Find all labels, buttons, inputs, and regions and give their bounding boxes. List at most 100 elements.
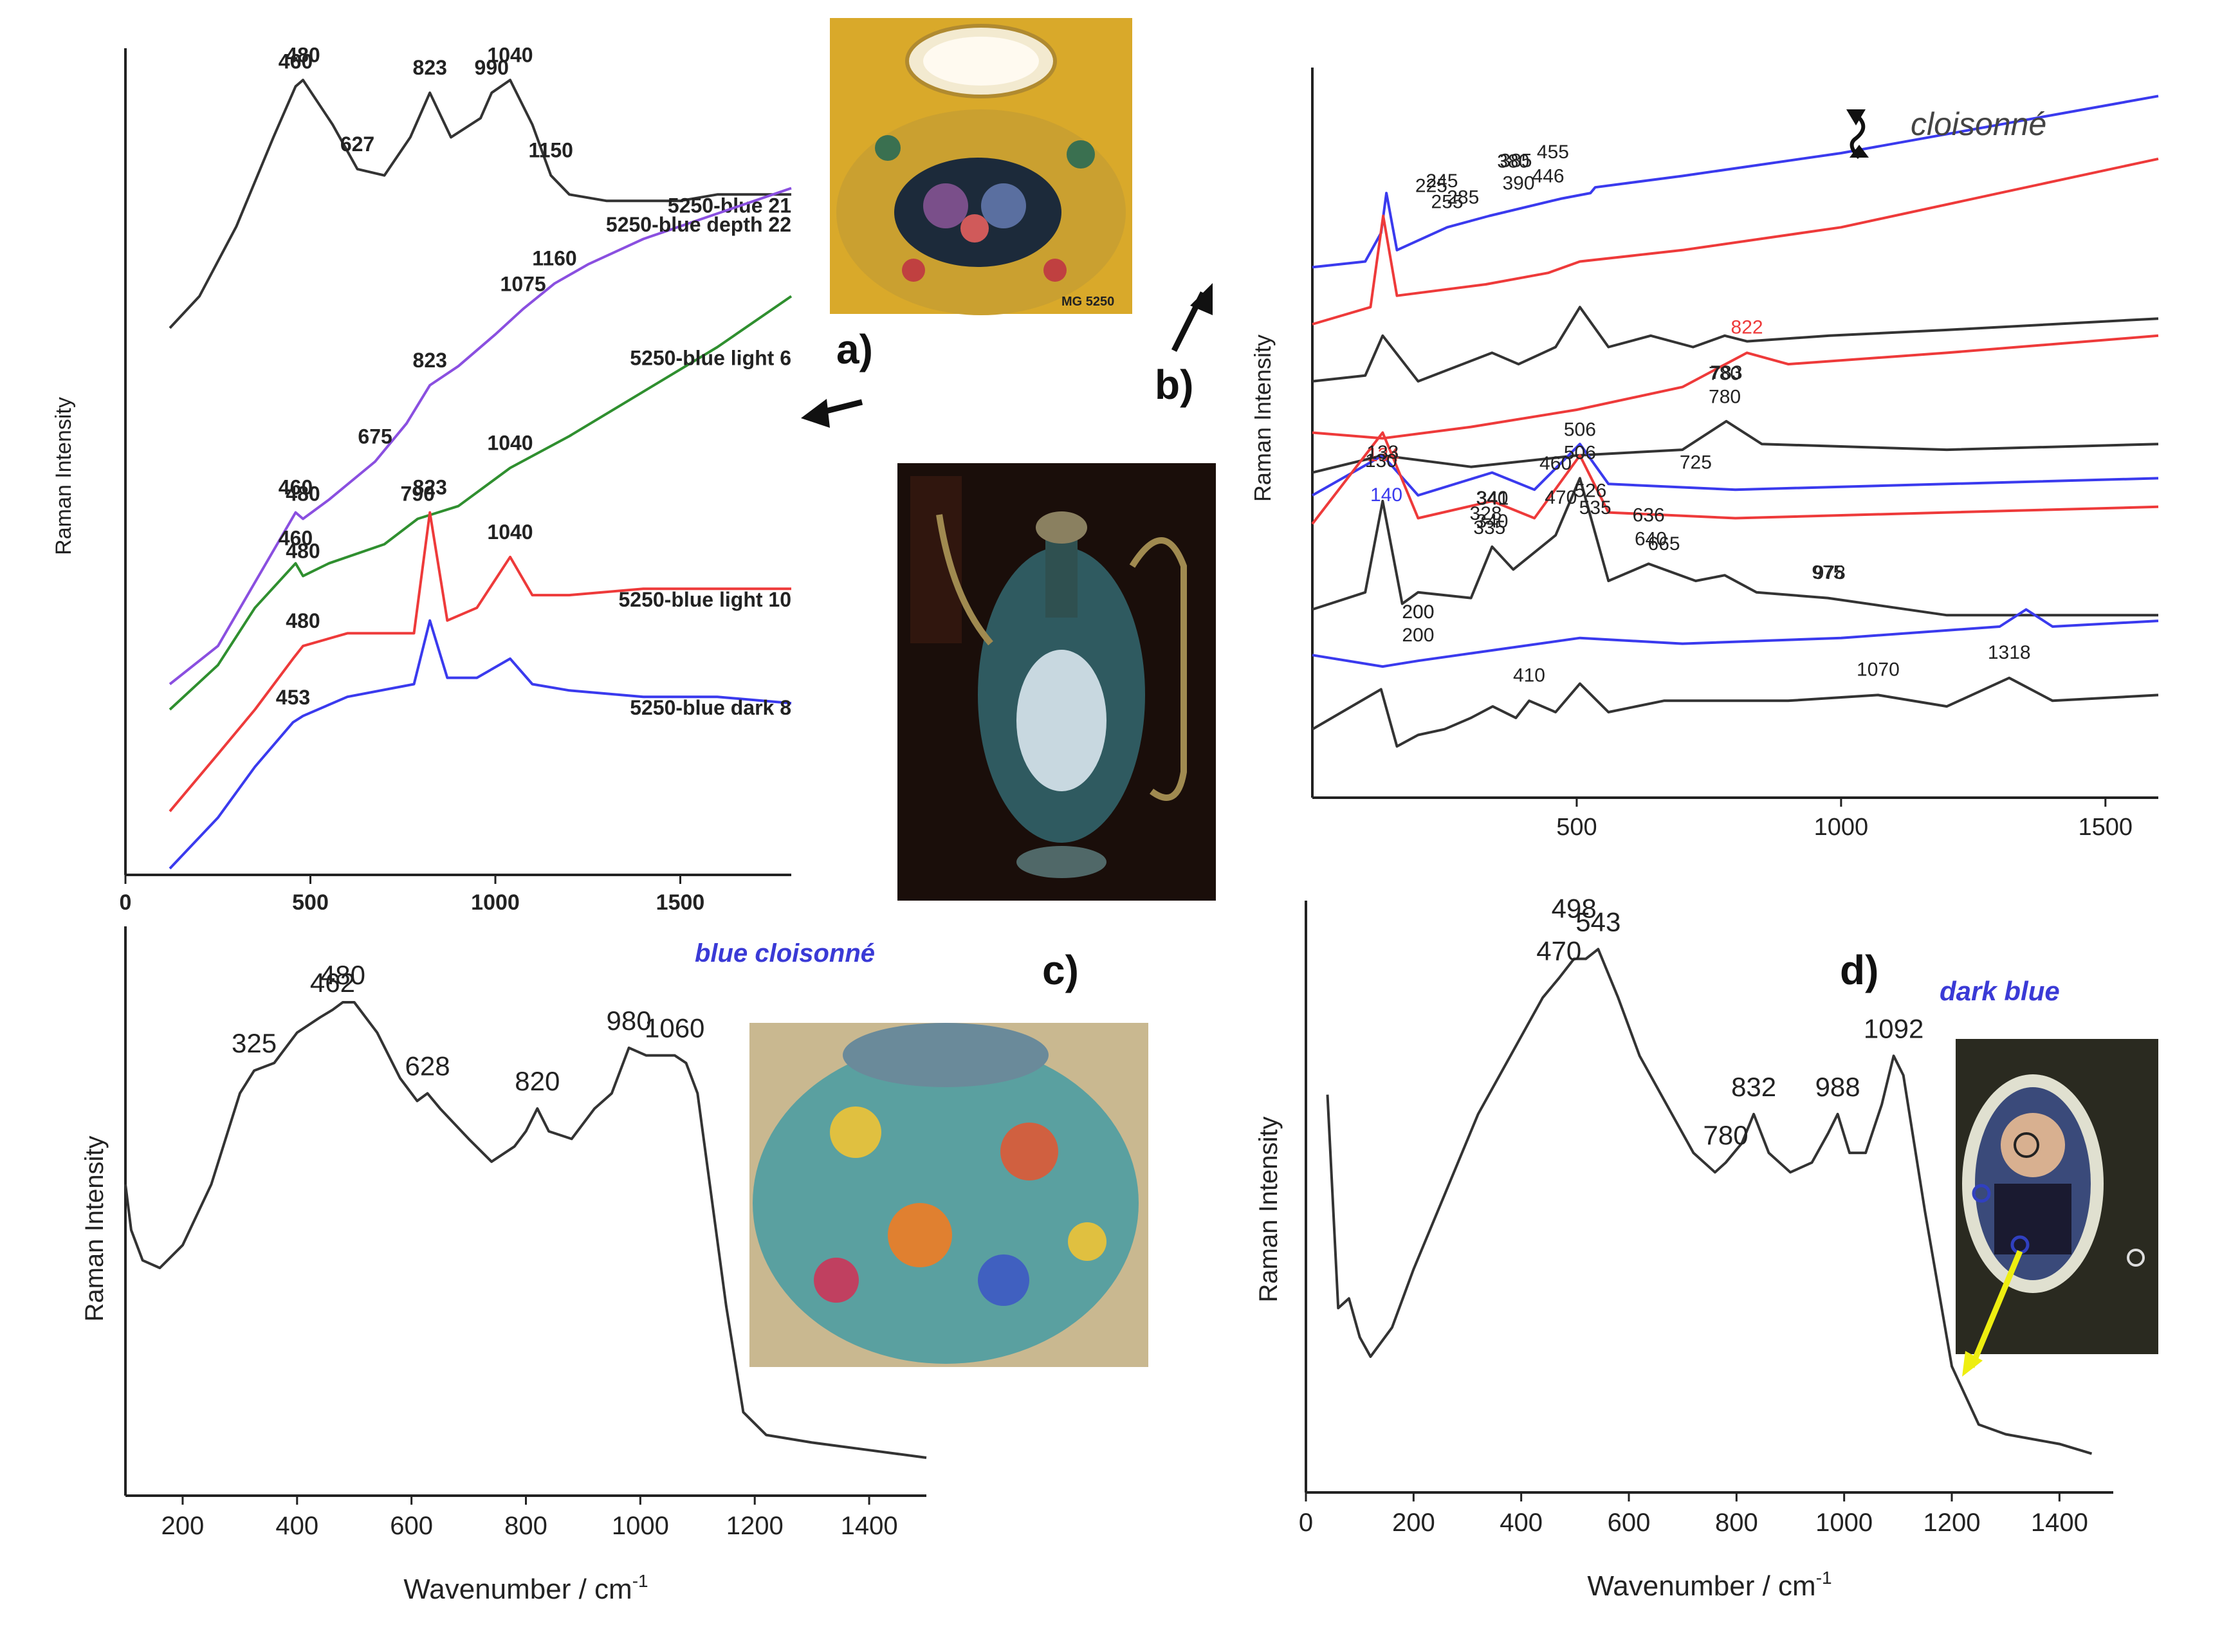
- peak-label-d: 470: [1536, 936, 1581, 966]
- peak-label-d: 1092: [1864, 1013, 1923, 1043]
- peak-label-a: 823: [413, 349, 447, 372]
- series-line-d: [1326, 948, 2093, 1455]
- x-tick-label-c: 1000: [612, 1512, 669, 1540]
- x-tick-label-c: 1200: [726, 1512, 784, 1540]
- peak-label-a: 1040: [487, 520, 533, 544]
- peak-label-b: 665: [1648, 533, 1680, 555]
- peak-label-b: 780: [1709, 386, 1741, 407]
- panel-d-caption: dark blue: [1940, 976, 2060, 1006]
- peak-label-d: 543: [1575, 906, 1620, 937]
- x-tick-label-d: 800: [1715, 1509, 1758, 1537]
- peak-label-a: 1040: [487, 43, 533, 66]
- peak-label-a: 823: [413, 56, 447, 79]
- peak-label-a: 1150: [529, 139, 573, 162]
- peak-label-b: 130: [1365, 450, 1397, 472]
- peak-label-b: 783: [1710, 362, 1742, 383]
- peak-label-b: 1318: [1988, 642, 2031, 663]
- panel-d-label: d): [1840, 947, 1878, 993]
- series-label-a: 5250-blue 21: [668, 194, 791, 217]
- peak-label-b: 725: [1680, 452, 1712, 473]
- x-tick-label-d: 1000: [1815, 1509, 1873, 1537]
- panel-d-chart: 0 200 400 600 800 1000 1200 1400 Raman Intensity…: [1254, 893, 2113, 1602]
- peak-label-b: 1070: [1857, 659, 1900, 680]
- peak-label-d: 832: [1731, 1072, 1776, 1102]
- peak-label-d: 498: [1552, 893, 1597, 923]
- peak-label-c: 480: [320, 960, 365, 990]
- series-line-b: [1312, 157, 2159, 326]
- ewer-photo: [897, 463, 1216, 901]
- peak-label-b: 340: [1476, 511, 1508, 532]
- series-line-b: [1312, 443, 2159, 497]
- x-tick-label-d: 1400: [2031, 1509, 2088, 1537]
- peak-label-c: 980: [607, 1005, 652, 1036]
- panel-a-label: a): [836, 326, 873, 372]
- panel-b-chart: 500 1000 1500 Raman Intensity 140 255 335 47052…: [1249, 68, 2159, 841]
- peak-label-b: 470: [1545, 487, 1577, 508]
- series-label-a: 5250-blue light 10: [618, 588, 791, 611]
- peak-label-a: 480: [286, 539, 320, 562]
- x-tick-label-d: 1200: [1923, 1509, 1981, 1537]
- peak-label-c: 325: [232, 1028, 277, 1058]
- peak-label-b: 200: [1402, 625, 1434, 646]
- x-tick-label-c: 400: [275, 1512, 318, 1540]
- series-line-c: [124, 1001, 927, 1459]
- panel-c-label: c): [1042, 947, 1079, 993]
- peak-label-b: 446: [1532, 166, 1565, 187]
- peak-label-b: 340: [1476, 488, 1508, 509]
- peak-label-a: 790: [401, 482, 435, 505]
- x-tick-label-b: 500: [1556, 814, 1597, 841]
- x-tick-label-b: 1500: [2079, 814, 2133, 841]
- peak-label-a: 823: [413, 476, 447, 499]
- series-line-a: [169, 78, 791, 329]
- y-axis-label-b: Raman Intensity: [1249, 335, 1276, 502]
- peak-label-a: 1040: [487, 431, 533, 454]
- series-line-b: [1312, 419, 2159, 474]
- peak-label-b: 506: [1564, 419, 1596, 440]
- peak-label-b: 285: [1447, 187, 1479, 208]
- peak-label-b: 255: [1431, 191, 1464, 212]
- y-axis-label-c: Raman Intensity: [80, 1135, 109, 1321]
- peak-label-b: 526: [1574, 481, 1606, 502]
- peak-label-b: 341: [1476, 488, 1509, 509]
- peak-label-b: 200: [1402, 601, 1434, 623]
- peak-label-b: 978: [1813, 562, 1846, 583]
- y-axis-label-d: Raman Intensity: [1254, 1116, 1283, 1302]
- peak-label-a: 990: [475, 56, 509, 79]
- series-line-b: [1312, 334, 2159, 440]
- x-axis-label-superscript: -1: [632, 1571, 648, 1591]
- peak-label-b: 390: [1503, 173, 1535, 194]
- x-tick-label-d: 200: [1392, 1509, 1435, 1537]
- peak-label-a: 453: [276, 686, 310, 709]
- peak-label-b: 410: [1513, 665, 1545, 686]
- peak-label-b: 380: [1497, 151, 1529, 172]
- peak-label-b: 328: [1470, 503, 1502, 524]
- arrow-icon-a: [801, 399, 863, 428]
- x-axis-label-d: Wavenumber / cm-1: [1587, 1568, 1832, 1602]
- peak-label-b: 455: [1537, 142, 1569, 163]
- x-tick-label-c: 600: [390, 1512, 433, 1540]
- x-axis-label-c: Wavenumber / cm-1: [403, 1571, 648, 1605]
- peak-label-d: 988: [1815, 1072, 1860, 1102]
- peak-label-b: 535: [1579, 497, 1611, 519]
- series-line-b: [1311, 431, 2159, 525]
- peak-label-b: 636: [1633, 504, 1665, 526]
- peak-label-d: 780: [1703, 1120, 1749, 1150]
- peak-label-b: 640: [1635, 529, 1667, 550]
- panel-c-chart: 200 400 600 800 1000 1200 1400 Raman Intensity W…: [80, 926, 927, 1605]
- x-tick-label-c: 200: [161, 1512, 205, 1540]
- peak-label-b: 140: [1370, 484, 1402, 506]
- peak-label-b: 200: [1402, 601, 1434, 623]
- peak-label-b: 822: [1731, 317, 1763, 338]
- y-axis-label-a: Raman Intensity: [51, 397, 76, 555]
- peak-label-b: 385: [1500, 151, 1532, 172]
- peak-label-a: 480: [286, 609, 320, 632]
- x-tick-label-d: 0: [1299, 1509, 1313, 1537]
- peak-label-b: 134: [1367, 445, 1399, 466]
- series-label-a: 5250-blue depth 22: [606, 213, 791, 236]
- x-tick-label-b: 1000: [1814, 814, 1869, 841]
- bowl-photo: MG 5250: [830, 18, 1132, 315]
- peak-label-a: 1160: [532, 247, 576, 270]
- peak-label-a: 460: [279, 50, 313, 73]
